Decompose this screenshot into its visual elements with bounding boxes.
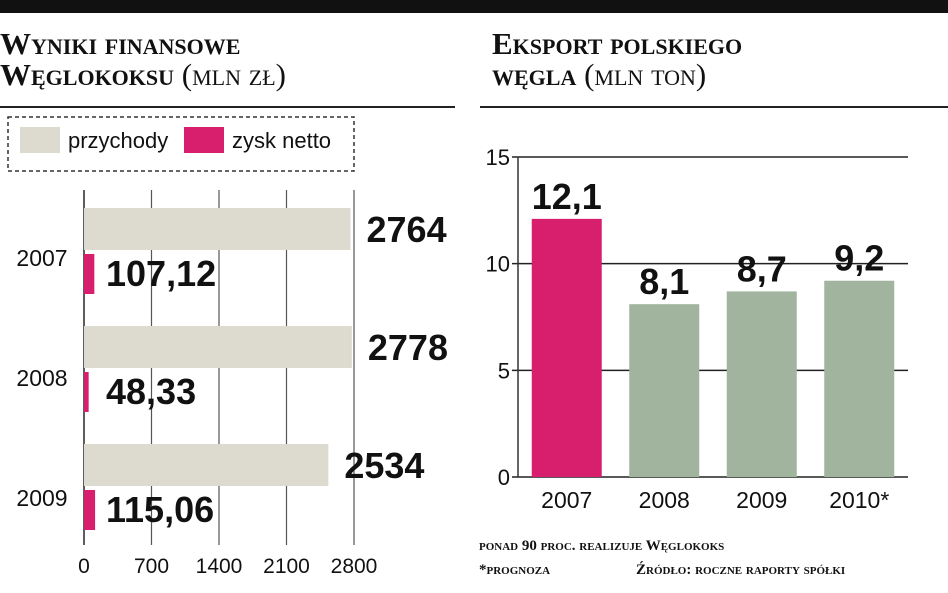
y-tick-label: 0 bbox=[498, 465, 510, 490]
data-label-zysk-netto: 107,12 bbox=[106, 253, 216, 294]
bar-przychody bbox=[84, 326, 352, 368]
category-label: 2008 bbox=[639, 487, 690, 513]
left-title-line2: Węglokoksu bbox=[0, 57, 175, 92]
right-title-line1: Eksport polskiego bbox=[492, 26, 743, 61]
bar-przychody bbox=[84, 208, 351, 250]
category-label: 2008 bbox=[16, 365, 67, 391]
x-tick-label: 2800 bbox=[331, 555, 378, 578]
y-tick-label: 5 bbox=[498, 358, 510, 383]
data-label-przychody: 2534 bbox=[344, 445, 424, 486]
legend-label-zysk-netto: zysk netto bbox=[232, 128, 331, 153]
legend-swatch-przychody bbox=[20, 127, 60, 153]
left-title-line1: Wyniki finansowe bbox=[0, 26, 241, 61]
bar-zysk-netto bbox=[84, 254, 95, 294]
right-title-line2: węgla bbox=[492, 57, 577, 92]
legend-box bbox=[7, 116, 355, 172]
footnote-line1: ponad 90 proc. realizuje Węglokoks bbox=[479, 538, 725, 554]
data-label-eksport: 9,2 bbox=[834, 238, 884, 279]
data-label-eksport: 12,1 bbox=[532, 176, 602, 217]
data-label-eksport: 8,1 bbox=[639, 261, 689, 302]
y-tick-label: 15 bbox=[486, 145, 510, 170]
data-label-przychody: 2764 bbox=[367, 209, 447, 250]
right-chart-title: Eksport polskiego węgla (mln ton) bbox=[492, 28, 742, 90]
category-label: 2009 bbox=[736, 487, 787, 513]
category-label: 2009 bbox=[16, 485, 67, 511]
left-chart-title: Wyniki finansowe Węglokoksu (mln zł) bbox=[0, 28, 286, 90]
data-label-eksport: 8,7 bbox=[737, 248, 787, 289]
bar-eksport bbox=[726, 291, 797, 477]
category-label: 2007 bbox=[541, 487, 592, 513]
bar-zysk-netto bbox=[84, 490, 96, 530]
x-tick-label: 2100 bbox=[263, 555, 310, 578]
bar-zysk-netto bbox=[84, 372, 89, 412]
left-title-rule bbox=[0, 106, 455, 108]
y-tick-label: 10 bbox=[486, 252, 510, 277]
x-tick-label: 700 bbox=[134, 555, 169, 578]
legend-label-przychody: przychody bbox=[68, 128, 168, 153]
data-label-przychody: 2778 bbox=[368, 327, 448, 368]
top-bar bbox=[0, 0, 948, 13]
bar-eksport bbox=[824, 280, 895, 477]
left-title-unit: (mln zł) bbox=[181, 57, 286, 92]
right-title-unit: (mln ton) bbox=[584, 57, 707, 92]
right-title-rule bbox=[480, 106, 948, 108]
category-label: 2010* bbox=[829, 487, 889, 513]
bar-przychody bbox=[84, 444, 329, 486]
footnote-prognoza: *prognoza bbox=[479, 562, 551, 578]
x-tick-label: 1400 bbox=[196, 555, 243, 578]
category-label: 2007 bbox=[16, 245, 67, 271]
bar-eksport bbox=[531, 218, 602, 477]
bar-eksport bbox=[629, 304, 700, 477]
data-label-zysk-netto: 115,06 bbox=[106, 489, 214, 530]
legend-swatch-zysk-netto bbox=[184, 127, 224, 153]
data-label-zysk-netto: 48,33 bbox=[106, 371, 196, 412]
footnote-source: Źródło: roczne raporty spółki bbox=[636, 562, 846, 578]
x-tick-label: 0 bbox=[78, 555, 90, 578]
